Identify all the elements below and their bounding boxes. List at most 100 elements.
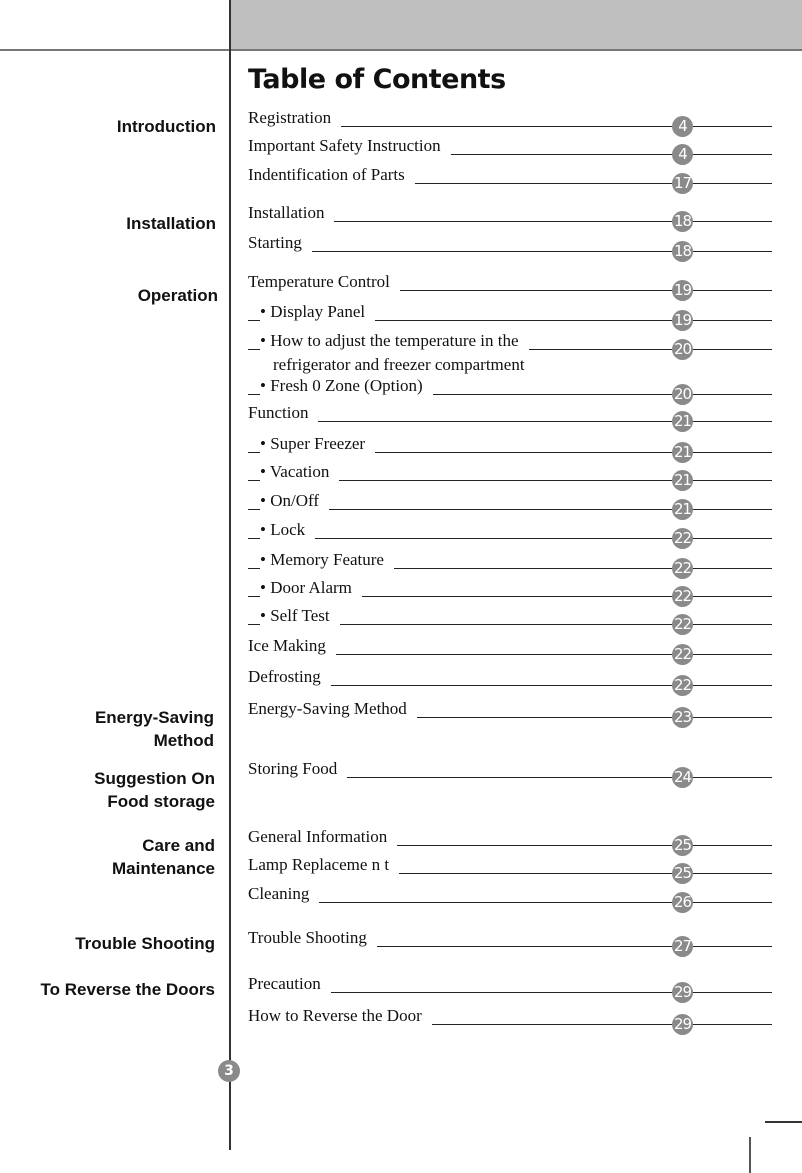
toc-entry[interactable]: Installation 18 [248,203,772,232]
leader-line [248,1024,772,1026]
leader-line [248,320,772,322]
page-badge: 22 [672,614,693,635]
leader-line [248,873,772,875]
toc-entry[interactable]: • How to adjust the temperature in the re… [248,331,772,374]
entry-title: • How to adjust the temperature in the [260,331,529,350]
toc-entry[interactable]: • On/Off 21 [248,491,772,520]
leader-line [248,596,772,598]
page-badge: 29 [672,1014,693,1035]
page-badge: 22 [672,558,693,579]
page-badge: 29 [672,982,693,1003]
toc-entry[interactable]: General Information 25 [248,827,772,856]
toc-entry[interactable]: • Display Panel 19 [248,302,772,331]
toc-entry[interactable]: • Self Test 22 [248,606,772,635]
entry-title: Ice Making [248,636,336,655]
page-badge: 19 [672,310,693,331]
page-badge: 18 [672,211,693,232]
page-badge: 23 [672,707,693,728]
entry-title: Storing Food [248,759,348,778]
entry-title: • Vacation [260,462,340,481]
toc-entry[interactable]: • Lock 22 [248,520,772,549]
leader-line [248,480,772,482]
leader-line [248,685,772,687]
page-badge: 21 [672,470,693,491]
column-divider [229,0,231,1150]
leader-line [248,992,772,994]
toc-entry[interactable]: Lamp Replaceme n t 25 [248,855,772,884]
toc-entry[interactable]: Important Safety Instruction 4 [248,136,772,165]
leader-line [248,902,772,904]
section-label: Care and Maintenance [112,836,215,878]
corner-mark [765,1121,802,1123]
toc-entry[interactable]: Indentification of Parts 17 [248,165,772,194]
entry-title: • Self Test [260,606,340,625]
toc-entry[interactable]: Ice Making 22 [248,636,772,665]
toc-entry[interactable]: • Vacation 21 [248,462,772,491]
leader-line [248,452,772,454]
section-label: Introduction [116,117,216,136]
entry-title: Installation [248,203,335,222]
toc-entry[interactable]: Storing Food 24 [248,759,772,788]
entry-title: Defrosting [248,667,331,686]
page-badge: 25 [672,863,693,884]
leader-line [248,154,772,156]
leader-line [248,251,772,253]
leader-line [248,290,772,292]
page-badge: 4 [672,116,693,137]
section-label: To Reverse the Doors [40,980,215,999]
page-badge: 17 [672,173,693,194]
page-badge: 21 [672,411,693,432]
entry-title: • Memory Feature [260,550,394,569]
toc-entry[interactable]: Trouble Shooting 27 [248,928,772,957]
toc-entry[interactable]: Energy-Saving Method 23 [248,699,772,728]
page-badge: 19 [672,280,693,301]
page-number-badge: 3 [218,1060,240,1082]
leader-line [248,183,772,185]
section-label: Trouble Shooting [75,934,215,953]
entry-title: • Lock [260,520,316,539]
toc-entry[interactable]: Registration 4 [248,108,772,137]
page-badge: 22 [672,586,693,607]
page-badge: 24 [672,767,693,788]
leader-line [248,624,772,626]
entry-title: Precaution [248,974,331,993]
entry-title: Function [248,403,319,422]
toc-entry[interactable]: Cleaning 26 [248,884,772,913]
leader-line [248,845,772,847]
toc-entry[interactable]: Function 21 [248,403,772,432]
toc-entry[interactable]: Starting 18 [248,233,772,262]
page-badge: 27 [672,936,693,957]
page-badge: 20 [672,339,693,360]
entry-title: Lamp Replaceme n t [248,855,400,874]
leader-line [248,717,772,719]
page-badge: 25 [672,835,693,856]
toc-entry[interactable]: Precaution 29 [248,974,772,1003]
header-rule [0,49,802,51]
toc-entry[interactable]: Temperature Control 19 [248,272,772,301]
entry-title: Registration [248,108,342,127]
corner-mark [749,1137,751,1173]
toc-entry[interactable]: Defrosting 22 [248,667,772,696]
section-label: Installation [126,214,216,233]
leader-line [248,654,772,656]
header-band [230,0,802,50]
entry-title: • On/Off [260,491,329,510]
toc-entry[interactable]: • Door Alarm 22 [248,578,772,607]
leader-line [248,509,772,511]
toc-entry[interactable]: • Memory Feature 22 [248,550,772,579]
leader-line [248,538,772,540]
page-badge: 18 [672,241,693,262]
toc-entry[interactable]: • Fresh 0 Zone (Option) 20 [248,376,772,405]
leader-line [248,777,772,779]
leader-line [248,421,772,423]
page-badge: 26 [672,892,693,913]
entry-title: Indentification of Parts [248,165,415,184]
page-title: Table of Contents [248,64,506,95]
section-label: Operation [137,286,218,305]
page-badge: 21 [672,442,693,463]
toc-entry[interactable]: How to Reverse the Door 29 [248,1006,772,1035]
leader-line [248,394,772,396]
entry-title: • Super Freezer [260,434,376,453]
toc-entry[interactable]: • Super Freezer 21 [248,434,772,463]
page-badge: 20 [672,384,693,405]
